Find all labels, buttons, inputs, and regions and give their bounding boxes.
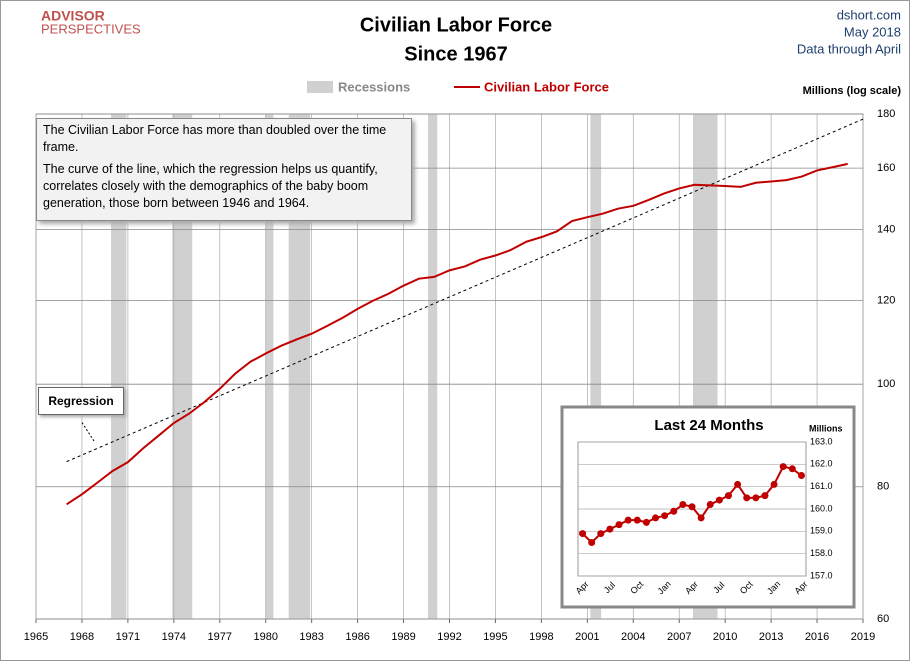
x-tick-label: 1971 <box>116 631 140 643</box>
data-point <box>715 496 723 504</box>
data-point <box>734 480 742 488</box>
data-point <box>724 492 732 500</box>
legend-label: Civilian Labor Force <box>484 79 609 94</box>
legend-label: Recessions <box>338 79 410 94</box>
y-tick-label: 100 <box>877 378 895 390</box>
data-point <box>743 494 751 502</box>
x-tick-label: 1968 <box>70 631 94 643</box>
x-tick-label: 2004 <box>621 631 645 643</box>
data-point <box>597 530 605 538</box>
source: dshort.com <box>837 7 901 22</box>
logo: ADVISOR <box>41 8 105 24</box>
data-point <box>633 516 641 524</box>
y-tick-label: 163.0 <box>810 436 833 446</box>
data-point <box>797 472 805 479</box>
x-tick-label: 2007 <box>667 631 691 643</box>
x-tick-label: 1980 <box>253 631 277 643</box>
data-point <box>661 512 669 520</box>
regression-label: Regression <box>38 387 124 415</box>
y-tick-label: 160 <box>877 162 895 174</box>
x-tick-label: 2019 <box>851 631 875 643</box>
x-tick-label: 2001 <box>575 631 599 643</box>
regression-line <box>66 118 864 463</box>
recession-band <box>428 114 438 619</box>
x-tick-label: 1992 <box>437 631 461 643</box>
data-point <box>588 539 596 546</box>
data-point <box>579 530 587 538</box>
recession-band <box>288 114 311 619</box>
data-point <box>679 501 687 509</box>
annotation: The curve of the line, which the regress… <box>43 162 378 210</box>
y-tick-label: 159.0 <box>810 526 833 536</box>
logo: PERSPECTIVES <box>41 21 141 36</box>
annotation: The Civilian Labor Force has more than d… <box>43 123 387 154</box>
recession-band <box>265 114 274 619</box>
data-point <box>697 514 705 522</box>
data-point <box>624 516 632 524</box>
data-point <box>688 503 696 511</box>
source: Data through April <box>797 41 901 56</box>
data-point <box>642 518 650 526</box>
y-tick-label: 80 <box>877 481 889 493</box>
inset-y-label: Millions <box>809 423 843 433</box>
y-axis-label: Millions (log scale) <box>803 85 902 97</box>
x-tick-label: 1995 <box>483 631 507 643</box>
x-tick-label: 2016 <box>805 631 829 643</box>
x-tick-label: 1998 <box>529 631 553 643</box>
x-tick-label: 1977 <box>208 631 232 643</box>
x-tick-label: 2010 <box>713 631 737 643</box>
data-point <box>770 480 778 488</box>
y-tick-label: 157.0 <box>810 570 833 580</box>
y-tick-label: 120 <box>877 294 895 306</box>
data-point <box>752 494 760 502</box>
annotation-box: The Civilian Labor Force has more than d… <box>36 118 412 221</box>
y-tick-label: 60 <box>877 613 889 625</box>
y-tick-label: 180 <box>877 108 895 120</box>
y-tick-label: 162.0 <box>810 459 833 469</box>
chart-title: Civilian Labor Force <box>360 14 552 36</box>
y-tick-label: 161.0 <box>810 481 833 491</box>
x-tick-label: 1989 <box>391 631 415 643</box>
y-tick-label: 140 <box>877 223 895 235</box>
data-point <box>779 463 787 471</box>
data-point <box>706 501 714 509</box>
data-point <box>606 525 614 533</box>
source: May 2018 <box>844 24 901 39</box>
inset-title: Last 24 Months <box>654 417 763 434</box>
data-point <box>652 514 660 522</box>
data-point <box>761 492 769 500</box>
data-point <box>670 507 678 515</box>
x-tick-label: 1974 <box>162 631 186 643</box>
x-tick-label: 1986 <box>345 631 369 643</box>
y-tick-label: 158.0 <box>810 548 833 558</box>
x-tick-label: 1965 <box>24 631 48 643</box>
recession-band <box>590 114 602 619</box>
x-tick-label: 1983 <box>299 631 323 643</box>
data-point <box>615 521 623 529</box>
data-point <box>788 465 796 473</box>
x-tick-label: 2013 <box>759 631 783 643</box>
recession-band <box>111 114 127 619</box>
chart-subtitle: Since 1967 <box>404 43 507 65</box>
recession-band <box>172 114 193 619</box>
y-tick-label: 160.0 <box>810 503 833 513</box>
legend-swatch <box>307 81 333 93</box>
data-line <box>66 162 848 506</box>
